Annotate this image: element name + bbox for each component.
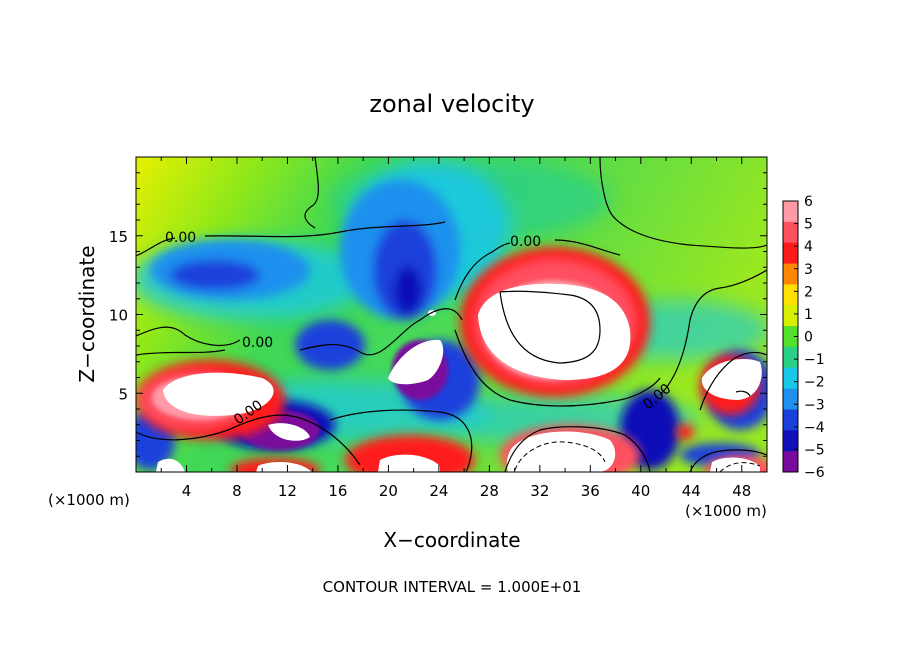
x-tick-label: 28 [480, 482, 499, 500]
x-tick-label: 36 [581, 482, 600, 500]
colorbar-swatch [783, 263, 798, 285]
colorbar-label: −6 [804, 465, 825, 481]
colorbar-label: −3 [804, 397, 825, 413]
colorbar-swatch [783, 221, 798, 244]
colorbar-swatch [783, 326, 798, 348]
colorbar-label: 2 [804, 284, 813, 300]
contour-label: 0.00 [510, 234, 541, 250]
x-tick-label: 48 [732, 482, 751, 500]
colorbar-swatch [783, 409, 798, 431]
x-axis-label: X−coordinate [383, 528, 520, 552]
colorbar: 6 5 4 3 2 1 0 −1 −2 −3 −4 −5 −6 [782, 194, 825, 481]
colorbar-label: −4 [804, 420, 825, 436]
x-tick-label: 8 [232, 482, 242, 500]
x-tick-label: 24 [429, 482, 448, 500]
colorbar-label: 0 [804, 330, 813, 346]
colorbar-label: 5 [804, 217, 813, 233]
colorbar-label: 1 [804, 307, 813, 323]
x-tick-label: 16 [328, 482, 347, 500]
colorbar-swatch [783, 388, 798, 410]
colorbar-swatch [783, 367, 798, 390]
x-tick-label: 44 [682, 482, 701, 500]
x-tick-label: 20 [379, 482, 398, 500]
colorbar-swatch [783, 201, 798, 223]
contour-interval-note: CONTOUR INTERVAL = 1.000E+01 [323, 578, 582, 596]
colorbar-label: −5 [804, 442, 825, 458]
heatmap-field [136, 157, 767, 472]
y-tick-label: 5 [118, 385, 128, 403]
x-tick-label: 4 [182, 482, 192, 500]
colorbar-swatch [783, 305, 798, 327]
colorbar-label: −2 [804, 375, 825, 391]
colorbar-swatch [783, 346, 798, 369]
colorbar-label: 4 [804, 239, 813, 255]
colorbar-label: −1 [804, 352, 825, 368]
y-tick-label: 15 [109, 228, 128, 246]
colorbar-label: 6 [804, 194, 813, 210]
colorbar-swatch [783, 430, 798, 452]
x-unit-right: (×1000 m) [685, 502, 767, 520]
y-axis-ticks: 5 10 15 [109, 172, 767, 457]
contour-label: 0.00 [165, 230, 196, 246]
y-axis-label: Z−coordinate [75, 245, 99, 382]
y-tick-label: 10 [109, 307, 128, 325]
x-axis-ticks: 4 8 12 16 20 24 28 32 36 40 44 48 [135, 157, 768, 500]
colorbar-swatch [783, 451, 798, 473]
x-unit-left: (×1000 m) [48, 491, 130, 509]
x-tick-label: 12 [278, 482, 297, 500]
x-tick-label: 40 [631, 482, 650, 500]
colorbar-swatch [783, 284, 798, 306]
contour-label: 0.00 [242, 335, 273, 351]
colorbar-label: 3 [804, 262, 813, 278]
colorbar-swatch [783, 242, 798, 265]
x-tick-label: 32 [530, 482, 549, 500]
chart-title: zonal velocity [369, 90, 534, 118]
